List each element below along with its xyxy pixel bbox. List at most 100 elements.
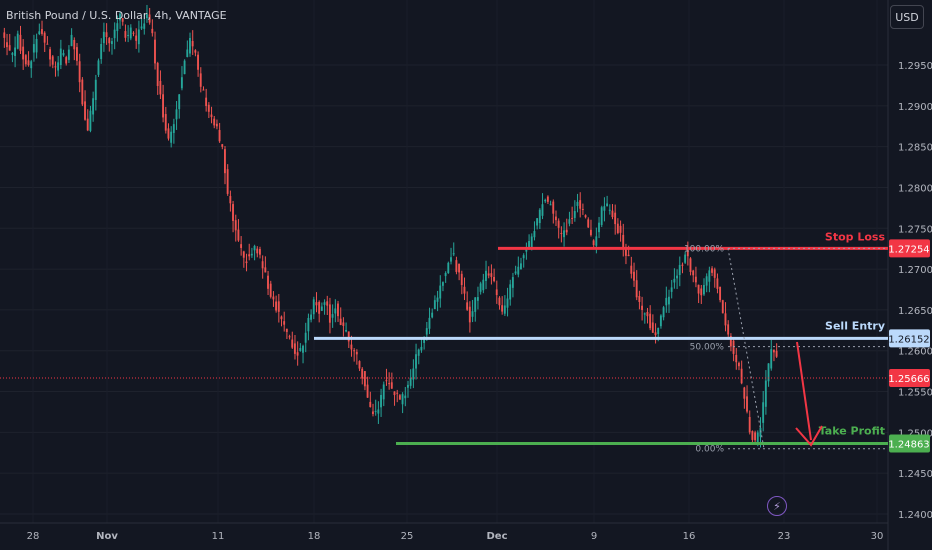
candle-body — [447, 262, 450, 274]
candle-body — [662, 307, 665, 318]
candle-body — [250, 253, 253, 256]
candle-body — [635, 280, 638, 298]
candle-body — [404, 395, 407, 399]
candle-body — [65, 57, 68, 64]
candle-body — [124, 31, 127, 38]
candle-body — [67, 49, 70, 60]
x-tick-label: 11 — [212, 531, 225, 542]
candle-body — [732, 340, 735, 354]
candle-body — [595, 236, 598, 246]
candle-body — [412, 368, 415, 380]
candle-body — [73, 39, 76, 50]
y-tick-label: 1.26000 — [898, 347, 932, 358]
candle-body — [355, 351, 358, 355]
candle-body — [119, 13, 121, 21]
candle-body — [533, 230, 536, 238]
candle-body — [622, 234, 625, 250]
currency-button[interactable]: USD — [890, 5, 924, 29]
x-tick-label: Nov — [96, 531, 118, 542]
candle-body — [137, 29, 140, 45]
candle-body — [205, 97, 208, 106]
candle-body — [509, 284, 512, 300]
candle-body — [495, 289, 498, 296]
candle-body — [474, 297, 477, 312]
candle-body — [638, 295, 641, 302]
candle-body — [579, 200, 582, 209]
candle-body — [172, 124, 175, 133]
stop-loss-price-badge: 1.27254 — [888, 244, 929, 255]
candle-body — [506, 298, 509, 308]
candle-body — [54, 66, 57, 68]
y-tick-label: 1.24500 — [898, 469, 932, 480]
stop-loss-price-badge-bg — [889, 239, 930, 258]
candle-body — [318, 301, 321, 314]
candle-body — [711, 268, 713, 273]
candle-body — [253, 245, 256, 251]
candle-body — [468, 306, 471, 323]
candle-body — [471, 311, 474, 317]
candle-body — [127, 34, 130, 36]
candle-body — [380, 394, 382, 408]
x-tick-label: 28 — [27, 531, 40, 542]
candle-body — [441, 282, 444, 286]
candle-body — [460, 273, 463, 285]
lightning-icon[interactable]: ⚡ — [767, 496, 787, 516]
candle-body — [705, 276, 708, 286]
candle-body — [439, 285, 442, 299]
candle-body — [700, 288, 703, 296]
candle-body — [57, 62, 60, 71]
candle-body — [568, 219, 571, 224]
candle-body — [320, 306, 323, 311]
candle-body — [94, 79, 97, 100]
candle-body — [522, 255, 525, 259]
candle-body — [770, 349, 773, 369]
candle-body — [401, 394, 404, 405]
candle-body — [43, 32, 46, 43]
candle-body — [326, 301, 329, 306]
candle-body — [302, 345, 304, 353]
candle-body — [372, 411, 374, 414]
candle-body — [299, 348, 302, 351]
y-tick-label: 1.29500 — [898, 61, 932, 72]
candle-body — [24, 55, 27, 65]
candle-body — [455, 260, 458, 272]
candle-body — [32, 44, 35, 53]
candle-body — [694, 276, 697, 283]
candle-body — [657, 327, 660, 334]
candle-body — [84, 101, 86, 120]
take-profit-label: Take Profit — [819, 425, 885, 438]
candle-body — [425, 328, 428, 335]
candle-body — [175, 109, 178, 120]
candle-body — [293, 343, 296, 354]
candle-body — [159, 80, 162, 95]
candle-body — [342, 322, 345, 326]
candle-body — [232, 204, 234, 221]
candle-body — [544, 199, 547, 202]
y-tick-label: 1.27500 — [898, 224, 932, 235]
candle-body — [756, 432, 759, 443]
candle-body — [546, 196, 549, 202]
candle-body — [581, 209, 584, 211]
candle-body — [207, 104, 210, 112]
x-tick-label: 23 — [778, 531, 791, 542]
candle-body — [643, 313, 646, 315]
candle-body — [328, 304, 331, 323]
candle-body — [748, 416, 751, 433]
candle-body — [310, 314, 312, 320]
candle-body — [256, 248, 259, 254]
candle-body — [186, 49, 189, 58]
candle-body — [197, 54, 199, 70]
candle-body — [759, 427, 762, 437]
candle-body — [503, 305, 506, 314]
candle-body — [145, 14, 148, 19]
candle-body — [170, 131, 173, 143]
candle-body — [307, 317, 310, 332]
candle-body — [431, 312, 434, 318]
candle-body — [218, 130, 221, 142]
candle-body — [686, 249, 689, 257]
candle-body — [385, 380, 388, 382]
candle-body — [272, 296, 275, 300]
candle-body — [479, 283, 482, 292]
candle-body — [592, 240, 595, 246]
